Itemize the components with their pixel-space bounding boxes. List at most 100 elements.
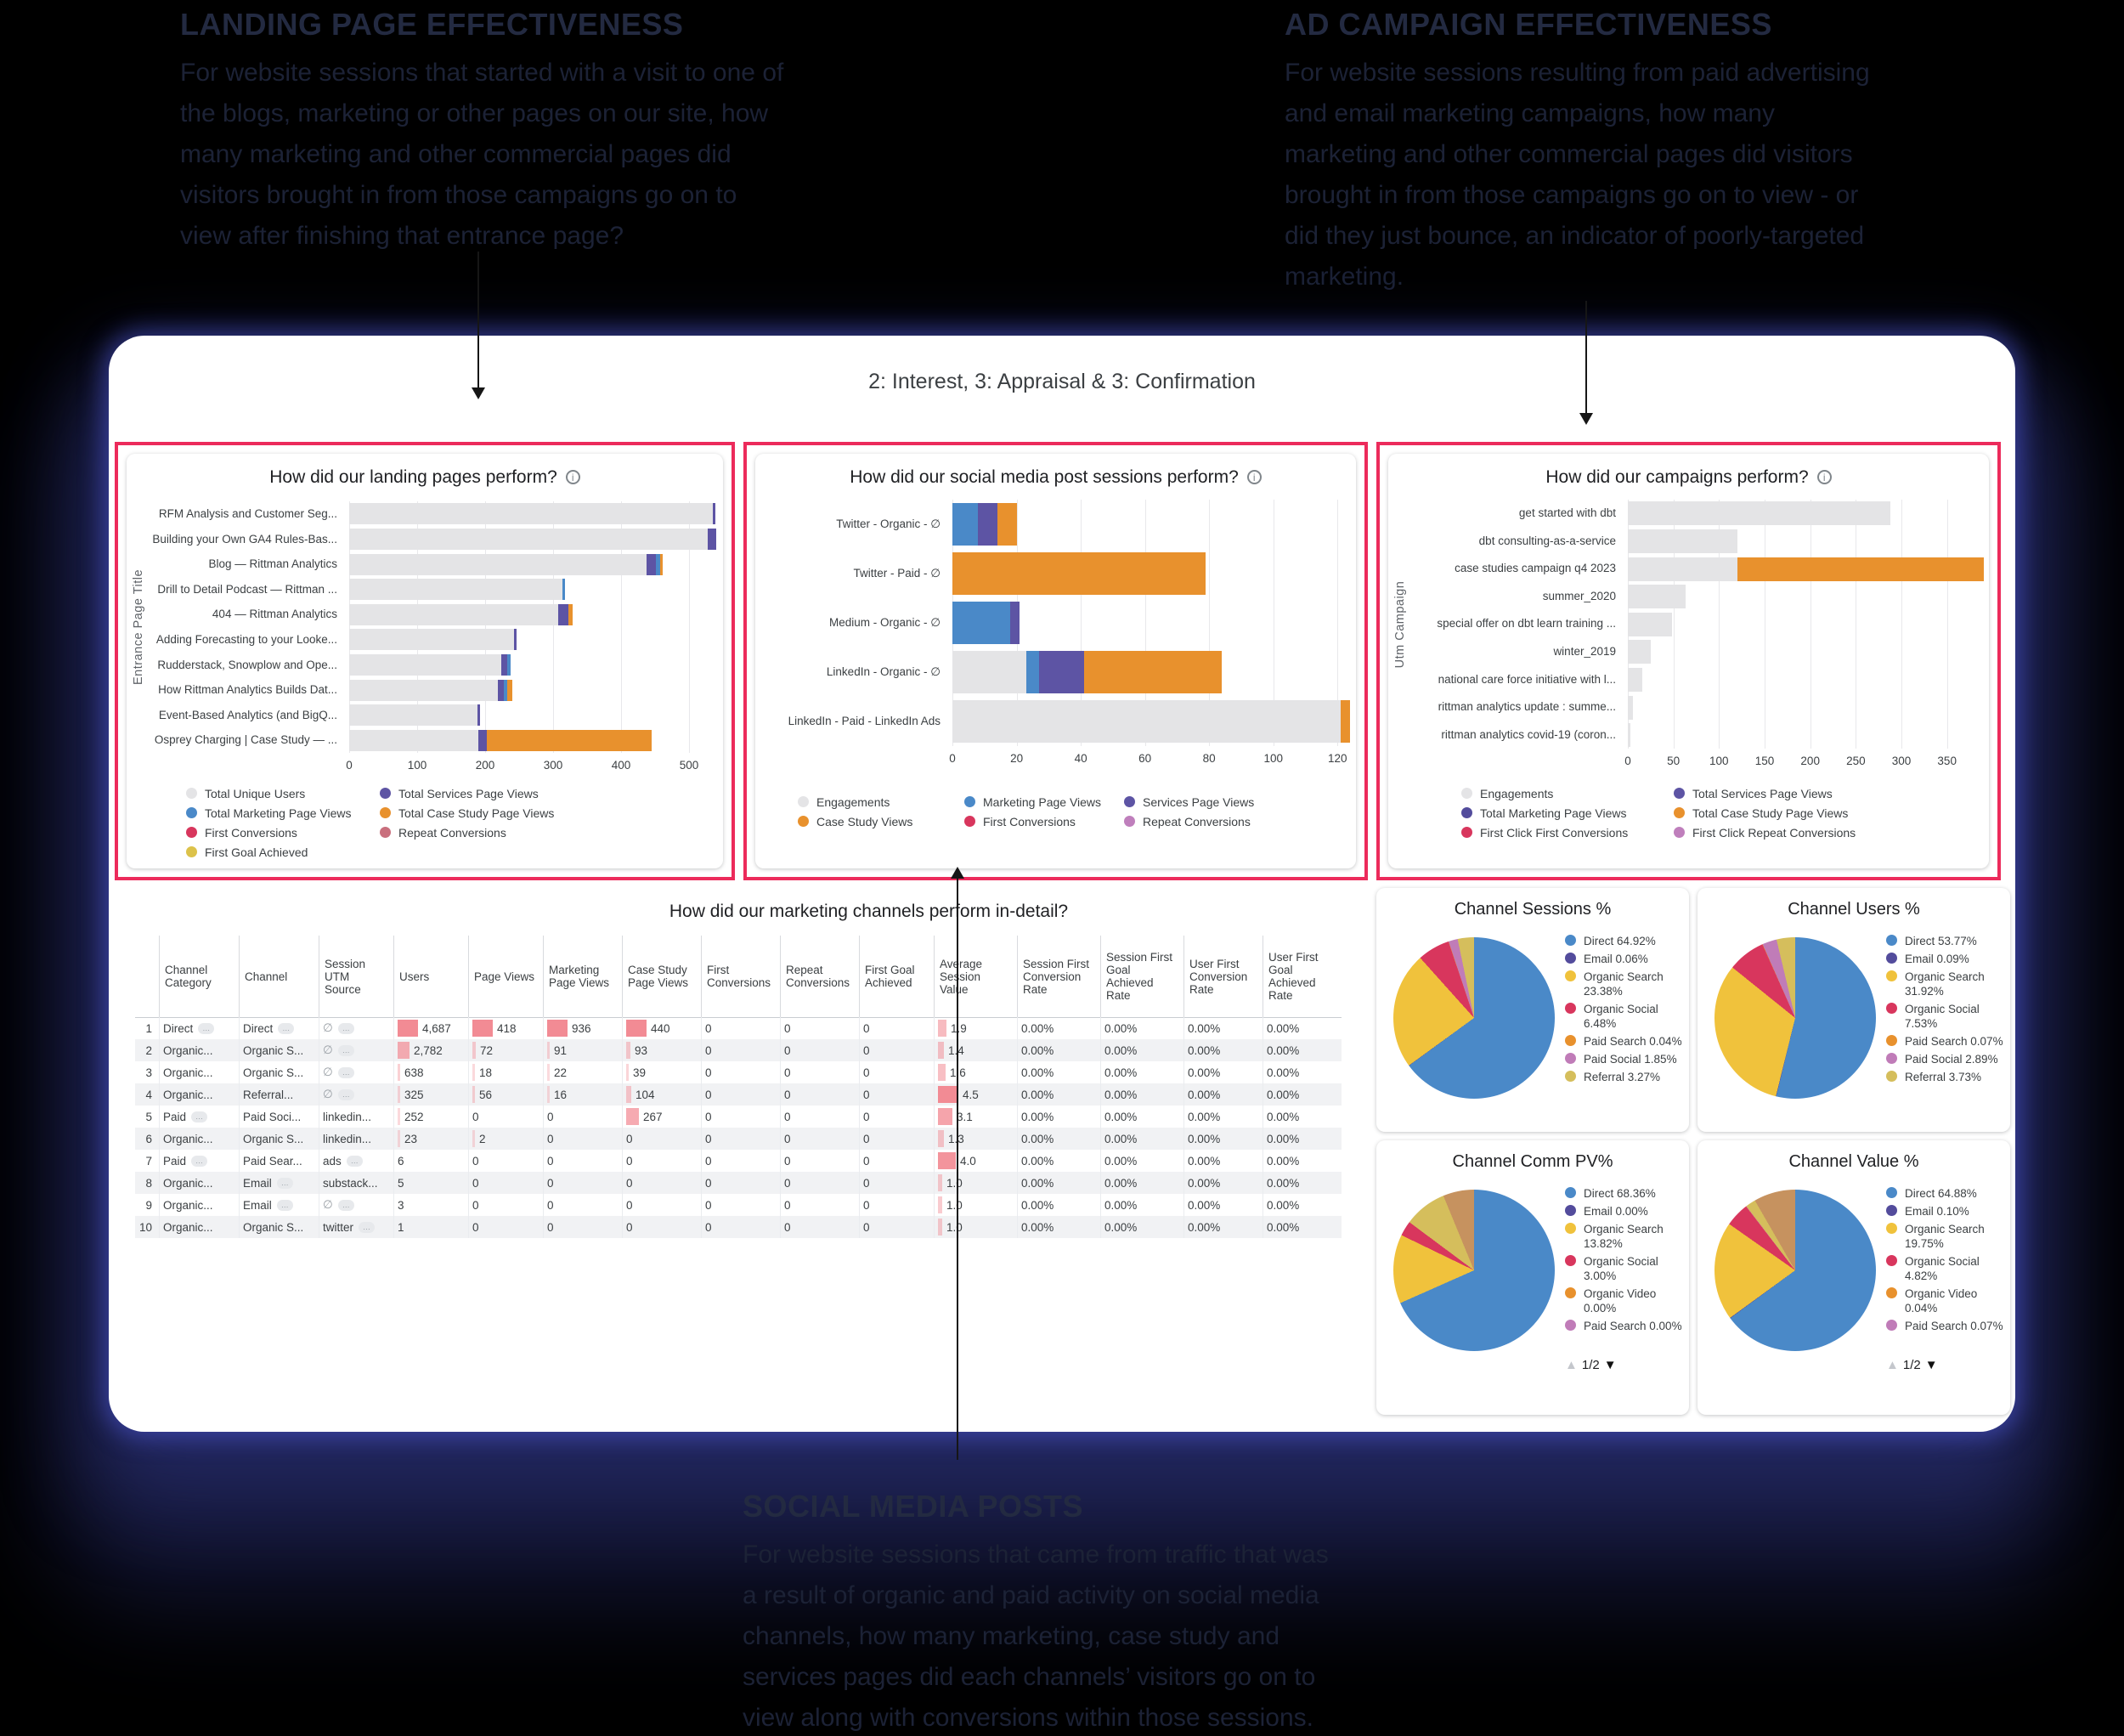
category-label: get started with dbt: [1518, 506, 1616, 519]
column-header[interactable]: Page Views: [468, 936, 543, 1017]
bar-segment: [1025, 651, 1039, 693]
cell-value: 0: [784, 1154, 791, 1168]
column-header[interactable]: Case Study Page Views: [622, 936, 701, 1017]
table-cell: 638: [393, 1061, 468, 1083]
chart-title-text: Channel Users %: [1788, 900, 1920, 919]
cell-value: 5: [398, 1176, 404, 1190]
cell-value: 18: [479, 1066, 493, 1079]
table-row: 8 Organic... Email … substack... 5 0 0 0 0 0 0 1.0 0.…: [135, 1172, 1342, 1194]
column-header[interactable]: First Goal Achieved: [859, 936, 934, 1017]
table-row: 5 Paid … Paid Soci... linkedin... 252 0 0 267 0 0 0…: [135, 1105, 1342, 1128]
data-bar: [626, 1064, 629, 1081]
bar-segment: [660, 553, 663, 575]
info-icon[interactable]: i: [565, 470, 580, 484]
legend-item: Total Case Study Page Views: [380, 806, 554, 821]
table-cell: Direct…: [159, 1017, 239, 1039]
data-bar: [938, 1042, 944, 1059]
legend-column: Total Services Page Views Total Case Stud…: [380, 787, 554, 845]
legend-dot: [380, 827, 391, 838]
cell-value: 0.00%: [1267, 1132, 1300, 1145]
column-header[interactable]: Channel Category: [159, 936, 239, 1017]
info-icon[interactable]: i: [1816, 470, 1832, 484]
pager-up-icon[interactable]: ▲: [1886, 1358, 1899, 1372]
data-bar: [547, 1042, 550, 1059]
column-header[interactable]: Average Session Value: [934, 936, 1017, 1017]
gridline: [621, 501, 622, 753]
category-label: LinkedIn - Paid - LinkedIn Ads: [788, 715, 941, 727]
table-cell: 325: [393, 1083, 468, 1105]
legend-item: Organic Social 3.00%: [1565, 1254, 1684, 1283]
column-header[interactable]: Session UTM Source: [319, 936, 393, 1017]
stacked-bar: [349, 729, 652, 751]
bar-segment: [978, 503, 997, 546]
data-bar: [938, 1108, 952, 1125]
column-header[interactable]: Marketing Page Views: [543, 936, 622, 1017]
table-cell: 0: [859, 1172, 934, 1194]
table-cell: 0: [780, 1172, 859, 1194]
table-cell: Paid Sear...: [239, 1150, 319, 1172]
chart-title: How did our campaigns perform? i: [1388, 467, 1989, 488]
legend-dot: [1886, 970, 1897, 981]
stacked-bar: [1628, 695, 1634, 720]
column-header[interactable]: First Conversions: [701, 936, 780, 1017]
cell-value: 0.00%: [1188, 1154, 1221, 1168]
stacked-bar: [349, 679, 512, 701]
row-number: 6: [145, 1132, 152, 1145]
table-cell: 0: [780, 1105, 859, 1128]
legend-label: Total Marketing Page Views: [1480, 806, 1627, 820]
column-header[interactable]: Session First Conversion Rate: [1017, 936, 1100, 1017]
bar-segment: [486, 729, 652, 751]
table-cell: 0: [622, 1216, 701, 1238]
legend-dot: [1886, 1187, 1897, 1198]
stacked-bar: [1628, 529, 1737, 553]
cell-value: 0.00%: [1021, 1088, 1054, 1101]
table-cell: 936: [543, 1017, 622, 1039]
legend-item: Direct 68.36%: [1565, 1186, 1684, 1201]
bar-segment: [952, 552, 1206, 595]
cell-value: 0: [626, 1132, 633, 1145]
gridline: [1209, 500, 1211, 746]
bar-segment: [655, 553, 661, 575]
cell-value: 0.00%: [1267, 1043, 1300, 1057]
axis-tick-label: 40: [1074, 752, 1087, 765]
table-cell: 0.00%: [1100, 1039, 1183, 1061]
cell-value: 0.00%: [1104, 1043, 1138, 1057]
cell-value: 0.00%: [1188, 1198, 1221, 1212]
column-header[interactable]: Session First Goal Achieved Rate: [1100, 936, 1183, 1017]
table-cell: 0: [859, 1216, 934, 1238]
pager-down-icon[interactable]: ▼: [1924, 1358, 1938, 1372]
pager-label: 1/2: [1902, 1358, 1921, 1372]
legend-dot: [1124, 816, 1135, 827]
axis-tick-label: 0: [949, 752, 956, 765]
cell-value: 0.00%: [1021, 1110, 1054, 1123]
table-cell: 0.00%: [1100, 1216, 1183, 1238]
cell-value: 0.00%: [1188, 1088, 1221, 1101]
cell-value: 0.00%: [1188, 1043, 1221, 1057]
cell-value: 72: [480, 1043, 494, 1057]
column-header[interactable]: User First Goal Achieved Rate: [1263, 936, 1342, 1017]
table-cell: 0.00%: [1263, 1083, 1342, 1105]
pager-up-icon[interactable]: ▲: [1565, 1358, 1578, 1372]
category-label: Event-Based Analytics (and BigQ...: [158, 708, 337, 721]
legend-item: Paid Social 1.85%: [1565, 1052, 1684, 1066]
table-cell: 0.00%: [1017, 1128, 1100, 1150]
pager-down-icon[interactable]: ▼: [1603, 1358, 1617, 1372]
legend-label: Total Unique Users: [205, 787, 306, 800]
column-header[interactable]: Repeat Conversions: [780, 936, 859, 1017]
table-cell: 0: [780, 1017, 859, 1039]
campaigns-chart-panel: How did our campaigns perform? i Utm Campa…: [1376, 442, 2001, 880]
column-header[interactable]: Channel: [239, 936, 319, 1017]
cell-value: 2,782: [414, 1043, 443, 1057]
pie-title: Channel Sessions %: [1376, 900, 1689, 919]
column-header[interactable]: Users: [393, 936, 468, 1017]
info-icon[interactable]: i: [1246, 470, 1262, 484]
table-row: 4 Organic... Referral... ∅… 325 56 16 104 0 0 0 4.5…: [135, 1083, 1342, 1105]
axis-tick-label: 0: [1624, 755, 1631, 768]
table-cell: 0.00%: [1017, 1150, 1100, 1172]
cell-value: 0: [626, 1220, 633, 1234]
gridline: [1719, 500, 1720, 749]
column-header[interactable]: User First Conversion Rate: [1183, 936, 1263, 1017]
legend-item: Paid Search 0.07%: [1886, 1319, 2005, 1333]
